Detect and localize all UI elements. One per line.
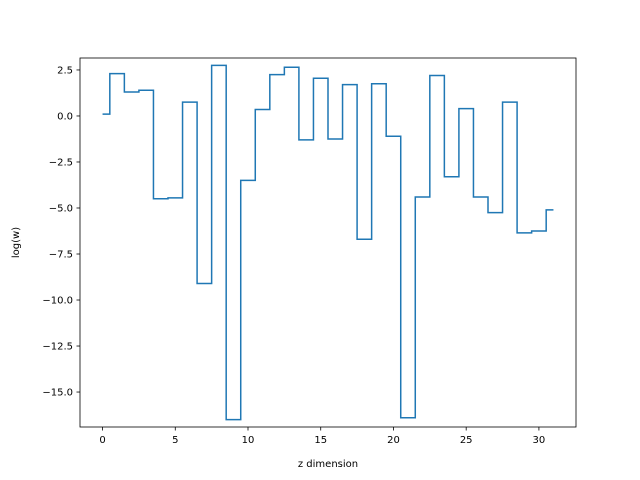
x-tick-label: 10 [242, 435, 255, 446]
y-tick-label: −5.0 [49, 203, 73, 214]
y-tick-label: −12.5 [42, 342, 73, 353]
x-tick-label: 0 [99, 435, 105, 446]
y-tick-label: −10.0 [42, 296, 73, 307]
y-axis-label: log(w) [11, 227, 22, 258]
axes-frame [79, 57, 577, 428]
x-tick-label: 20 [387, 435, 400, 446]
y-tick-label: −15.0 [42, 388, 73, 399]
plot-area [102, 64, 554, 421]
y-tick-label: −7.5 [49, 250, 73, 261]
x-tick-label: 25 [460, 435, 473, 446]
x-tick-label: 15 [314, 435, 327, 446]
x-tick-label: 5 [172, 435, 178, 446]
series-step-line [102, 64, 554, 421]
y-axis: 2.5 0.0 −2.5 −5.0 −7.5 −10.0 −12.5 −15.0 [42, 65, 80, 399]
x-axis: 0 5 10 15 20 25 30 [99, 427, 545, 446]
x-tick-label: 30 [533, 435, 546, 446]
y-tick-label: −2.5 [49, 157, 73, 168]
y-tick-label: 0.0 [57, 111, 73, 122]
y-tick-label: 2.5 [57, 65, 73, 76]
x-axis-label: z dimension [298, 459, 358, 470]
